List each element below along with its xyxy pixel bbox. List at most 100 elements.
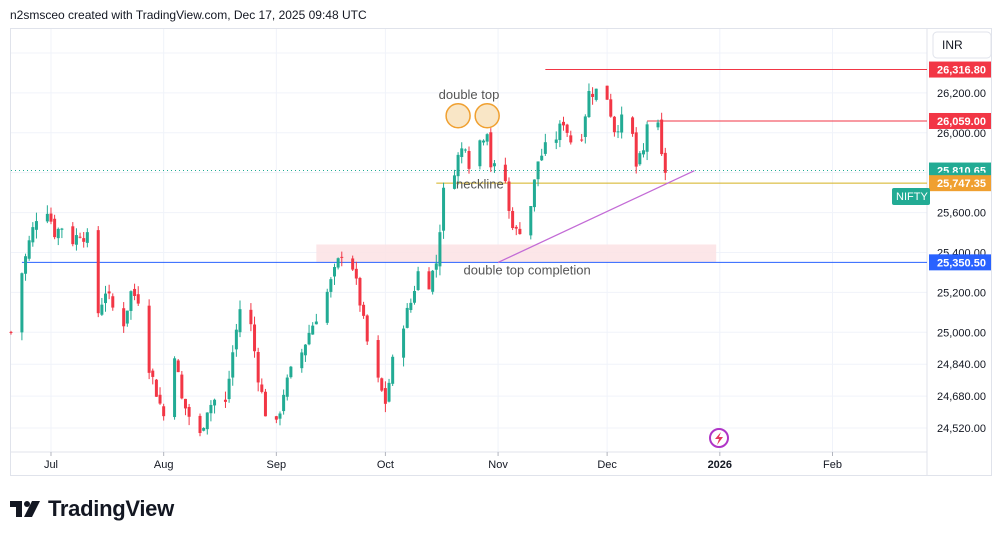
candle	[431, 269, 435, 295]
candle	[56, 227, 60, 246]
candle	[53, 214, 57, 240]
candle	[452, 169, 456, 190]
candle-body	[300, 352, 304, 369]
candle	[187, 403, 191, 426]
candle	[202, 427, 206, 432]
candle-body	[634, 132, 638, 167]
candle-body	[616, 131, 620, 133]
candle	[24, 253, 28, 281]
y-tick-label: 24,520.00	[937, 423, 986, 435]
candle	[27, 235, 31, 261]
candle	[60, 227, 64, 239]
candle	[85, 228, 89, 248]
candle	[391, 354, 395, 386]
candle	[74, 228, 78, 251]
candle-body	[427, 271, 431, 290]
candle-body	[325, 291, 329, 323]
candle	[409, 298, 413, 313]
candle	[591, 87, 595, 105]
candle-body	[111, 296, 115, 308]
price-label-bg	[929, 61, 991, 78]
x-tick-label: Sep	[267, 459, 287, 471]
currency-label: INR	[942, 38, 963, 52]
candle	[438, 224, 442, 276]
y-tick-label: 26,000.00	[937, 128, 986, 140]
candle	[354, 261, 358, 285]
candle	[489, 128, 493, 172]
candle-body	[620, 114, 624, 133]
candle-body	[562, 121, 566, 126]
candle	[82, 232, 86, 248]
candle	[289, 365, 293, 379]
candle-body	[104, 293, 108, 304]
candle-body	[569, 135, 573, 143]
candle-body	[333, 267, 337, 277]
candle-body	[260, 384, 264, 392]
price-label-bg	[929, 254, 991, 271]
candle-body	[558, 123, 562, 141]
candle-body	[660, 119, 664, 155]
candle-body	[460, 148, 464, 158]
y-tick-label: 24,680.00	[937, 391, 986, 403]
candle	[162, 403, 166, 421]
candle-body	[438, 232, 442, 267]
candle	[336, 257, 340, 270]
candle	[660, 112, 664, 156]
x-axis: Jul Aug Sep Oct Nov Dec 2026 Feb	[44, 452, 842, 471]
candle	[303, 344, 307, 362]
candle-body	[554, 139, 558, 143]
candle-body	[529, 206, 533, 236]
candle	[434, 254, 438, 278]
candle	[634, 127, 638, 174]
candle-body	[314, 321, 318, 325]
x-tick-label: Oct	[377, 459, 394, 471]
candle	[518, 222, 522, 235]
price-label-bg	[929, 175, 991, 192]
candle	[536, 161, 540, 187]
lightning-icon[interactable]	[709, 428, 729, 448]
x-tick-label: Aug	[154, 459, 174, 471]
y-tick-label: 25,200.00	[937, 287, 986, 299]
candle-body	[456, 154, 460, 177]
candle	[34, 212, 38, 239]
candle	[71, 222, 75, 247]
candle-body	[492, 163, 496, 167]
candle-body	[158, 394, 162, 404]
candle-body	[409, 302, 413, 310]
candle	[45, 205, 49, 224]
candle-body	[147, 305, 151, 373]
candle-body	[173, 358, 177, 418]
candle	[238, 300, 242, 338]
markers	[445, 103, 500, 129]
candle	[256, 347, 260, 392]
price-label-text: 26,316.80	[937, 65, 986, 77]
candle-body	[452, 175, 456, 189]
candle	[503, 157, 507, 184]
candle-body	[85, 232, 89, 243]
candle-body	[376, 340, 380, 378]
candle	[478, 139, 482, 170]
candle	[609, 93, 613, 118]
candle-body	[122, 308, 126, 327]
candle	[311, 322, 315, 335]
candle-body	[136, 294, 140, 304]
candle	[554, 131, 558, 150]
candle	[587, 83, 591, 118]
candle-body	[198, 415, 202, 434]
tradingview-logo[interactable]: TradingView	[10, 496, 174, 522]
double-top-marker	[445, 103, 471, 129]
candle	[580, 133, 584, 142]
candle-body	[536, 161, 540, 180]
candle-body	[176, 360, 180, 373]
currency-box[interactable]: INR	[932, 31, 992, 59]
candle-body	[532, 179, 536, 208]
candle	[631, 116, 635, 137]
candle-body	[9, 331, 13, 333]
candle-body	[249, 309, 253, 325]
candle	[49, 207, 53, 225]
candle	[263, 388, 267, 417]
candle	[620, 106, 624, 139]
candle-body	[463, 149, 467, 151]
candle-body	[162, 406, 166, 417]
